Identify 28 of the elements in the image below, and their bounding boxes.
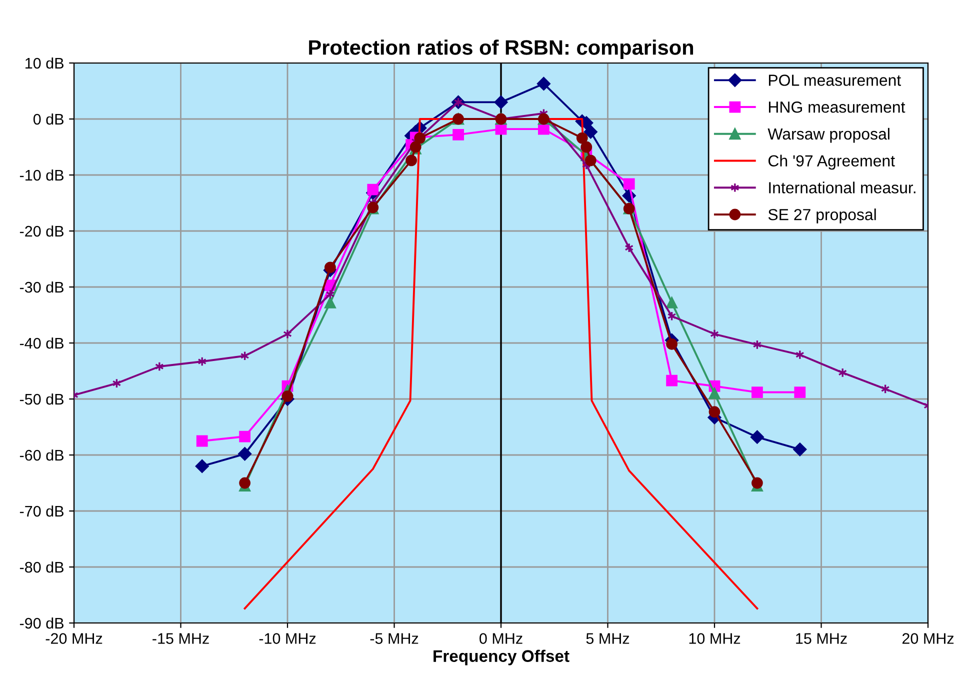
x-tick-label: -5 MHz	[370, 633, 418, 644]
x-tick-label: 15 MHz	[796, 633, 847, 644]
y-tick-label: -10 dB	[20, 169, 64, 181]
x-tick-label: 5 MHz	[586, 633, 630, 644]
y-tick-label: -80 dB	[20, 561, 64, 573]
x-axis-title: Frequency Offset	[434, 650, 570, 666]
x-tick-label: 20 MHz	[902, 633, 954, 644]
y-tick-label: -70 dB	[20, 505, 64, 517]
x-tick-label: -20 MHz	[46, 633, 102, 644]
y-tick-label: 10 dB	[26, 57, 64, 69]
y-tick-label: -40 dB	[20, 337, 64, 349]
x-tick-label: -10 MHz	[259, 633, 316, 644]
legend-label: Ch '97 Agreement	[768, 154, 895, 170]
legend-label: HNG measurement	[768, 101, 906, 113]
y-tick-label: -20 dB	[20, 225, 64, 237]
y-tick-label: -50 dB	[20, 393, 64, 405]
y-tick-label: 0 dB	[33, 113, 64, 125]
y-tick-label: -30 dB	[20, 281, 64, 293]
legend-label: SE 27 proposal	[768, 208, 876, 224]
legend-label: Warsaw proposal	[768, 128, 890, 143]
x-tick-label: 0 MHz	[480, 633, 522, 644]
y-tick-label: -90 dB	[20, 617, 64, 629]
chart-title: Protection ratios of RSBN: comparison	[309, 40, 694, 59]
x-tick-label: -15 MHz	[152, 633, 209, 644]
y-tick-label: -60 dB	[20, 449, 64, 461]
x-tick-label: 10 MHz	[689, 633, 740, 644]
legend-label: POL measurement	[768, 74, 901, 86]
legend-label: International measur.	[769, 182, 916, 194]
